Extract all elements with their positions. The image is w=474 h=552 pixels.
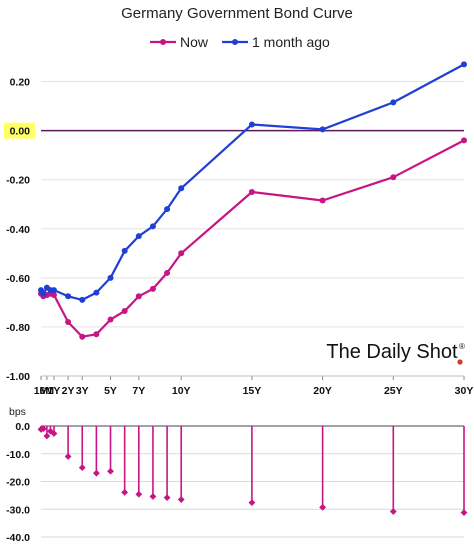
y-tick-label-top: -0.40: [6, 224, 30, 236]
x-tick-label: 25Y: [384, 385, 403, 397]
series-point-1-month-ago: [79, 296, 86, 303]
y-tick-label-bottom: -30.0: [6, 504, 30, 516]
legend-swatch-marker: [232, 39, 238, 45]
x-tick-label: 30Y: [455, 385, 474, 397]
series-point-now: [149, 285, 156, 292]
watermark-registered-mark: ®: [459, 342, 465, 351]
x-tick-label: 5Y: [104, 385, 117, 397]
series-point-now: [135, 293, 142, 300]
series-point-1-month-ago: [390, 99, 397, 106]
y-tick-label-bottom: -40.0: [6, 532, 30, 544]
series-point-now: [93, 331, 100, 338]
zero-label-highlight: [4, 122, 35, 139]
x-tick-label: 2Y: [62, 385, 75, 397]
change-marker: [389, 508, 397, 515]
x-tick-label: 20Y: [313, 385, 332, 397]
x-tick-label: 3Y: [76, 385, 89, 397]
change-marker: [64, 453, 72, 460]
change-marker: [92, 469, 100, 477]
change-marker: [43, 432, 51, 440]
x-tick-label: 10Y: [172, 385, 191, 397]
x-tick-label: 6M: [40, 385, 55, 397]
series-point-now: [164, 269, 171, 276]
series-point-1-month-ago: [40, 290, 47, 297]
watermark-text: The Daily Shot: [326, 341, 458, 363]
legend-swatch-marker: [160, 39, 166, 45]
series-point-1-month-ago: [248, 121, 255, 128]
series-point-now: [121, 307, 128, 314]
change-marker: [107, 467, 114, 475]
change-marker: [39, 425, 47, 433]
change-marker: [78, 464, 86, 472]
chart-title: Germany Government Bond Curve: [121, 5, 353, 22]
series-point-1-month-ago: [149, 223, 156, 230]
y-tick-label-bottom: -10.0: [6, 449, 30, 461]
y-tick-label-top: 0.20: [10, 77, 31, 89]
series-line-1-month-ago: [40, 63, 465, 301]
y-tick-label-top: -1.00: [6, 371, 30, 383]
legend-label: 1 month ago: [252, 34, 330, 50]
series-point-now: [461, 137, 467, 144]
series-point-now: [248, 188, 255, 195]
series-point-1-month-ago: [50, 287, 57, 294]
x-tick-label: 1Y: [48, 385, 61, 397]
series-point-1-month-ago: [461, 61, 467, 68]
series-point-1-month-ago: [135, 233, 142, 240]
series-point-1-month-ago: [164, 206, 171, 213]
watermark-dot: [457, 359, 463, 365]
y-tick-label-top: -0.80: [6, 322, 30, 334]
series-point-1-month-ago: [65, 293, 72, 300]
series-point-now: [319, 197, 326, 204]
y-tick-label-bottom: -20.0: [6, 477, 30, 489]
change-marker: [319, 503, 327, 511]
series-point-now: [178, 250, 185, 257]
x-tick-label: 15Y: [243, 385, 262, 397]
y-tick-label-top: -0.20: [6, 175, 30, 187]
change-marker: [460, 509, 468, 516]
series-line-now: [40, 139, 465, 338]
series-point-now: [107, 316, 114, 323]
x-tick-label: 1M: [34, 385, 49, 397]
y-tick-label-top: -0.60: [6, 273, 30, 285]
series-point-now: [65, 319, 72, 326]
bottom-ylabel: bps: [9, 406, 26, 418]
series-point-1-month-ago: [178, 185, 185, 192]
change-marker: [163, 494, 171, 501]
change-marker: [135, 490, 143, 498]
series-point-now: [50, 292, 57, 299]
series-point-1-month-ago: [319, 126, 326, 133]
y-tick-label-bottom: 0.0: [15, 421, 30, 433]
change-marker: [50, 430, 58, 437]
change-marker: [248, 499, 256, 506]
series-point-1-month-ago: [93, 289, 100, 296]
change-marker: [121, 488, 129, 496]
x-tick-label: 7Y: [132, 385, 145, 397]
change-marker: [177, 496, 185, 503]
change-marker: [149, 493, 157, 500]
series-point-1-month-ago: [121, 247, 128, 254]
legend-label: Now: [180, 34, 209, 50]
series-point-now: [390, 174, 397, 181]
y-tick-label-top: 0.00: [10, 126, 31, 138]
series-point-now: [79, 333, 86, 340]
series-point-1-month-ago: [107, 274, 114, 281]
